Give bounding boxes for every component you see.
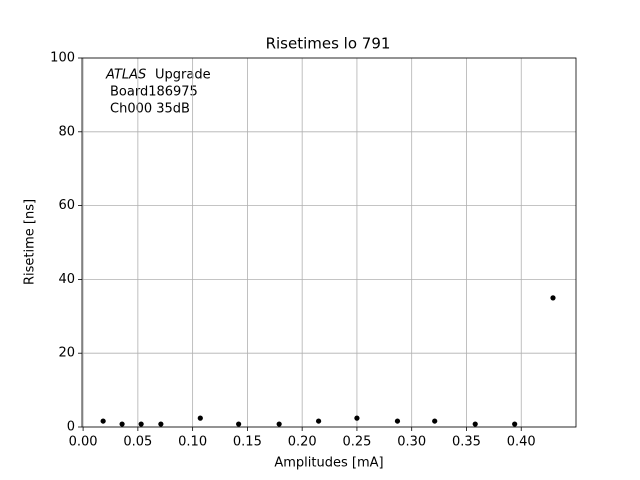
x-tick-label: 0.00 <box>69 435 98 450</box>
point <box>550 295 556 301</box>
y-tick-label: 60 <box>58 198 75 213</box>
x-tick-label: 0.20 <box>288 435 317 450</box>
x-tick-label: 0.35 <box>452 435 481 450</box>
annotation-text: Upgrade <box>155 68 211 83</box>
y-axis-label: Risetime [ns] <box>23 199 38 285</box>
x-tick-label: 0.30 <box>397 435 426 450</box>
y-tick-label: 80 <box>58 124 75 139</box>
x-tick-label: 0.05 <box>123 435 152 450</box>
point <box>100 418 106 424</box>
x-axis-label: Amplitudes [mA] <box>274 456 383 471</box>
point <box>315 418 322 424</box>
annotation-line: Ch000 35dB <box>110 102 190 117</box>
point <box>276 421 282 427</box>
point <box>432 418 438 424</box>
point <box>119 421 125 427</box>
point <box>236 421 242 427</box>
point <box>472 421 478 427</box>
point <box>158 421 164 427</box>
y-tick-label: 100 <box>50 51 75 66</box>
y-tick-label: 0 <box>67 420 75 435</box>
y-tick-label: 20 <box>58 346 75 361</box>
x-tick-label: 0.15 <box>233 435 262 450</box>
x-tick-label: 0.40 <box>507 435 536 450</box>
chart-title: Risetimes lo 791 <box>266 35 391 53</box>
point <box>354 415 360 421</box>
annotation-italic: ATLAS <box>105 68 146 83</box>
y-tick-label: 40 <box>58 272 75 287</box>
plot-frame <box>81 57 577 428</box>
x-tick-label: 0.10 <box>178 435 207 450</box>
point <box>512 421 518 427</box>
x-tick-label: 0.25 <box>342 435 371 450</box>
point <box>197 415 203 421</box>
point <box>138 421 144 427</box>
annotation-line: Board186975 <box>110 85 198 100</box>
point <box>394 418 401 424</box>
